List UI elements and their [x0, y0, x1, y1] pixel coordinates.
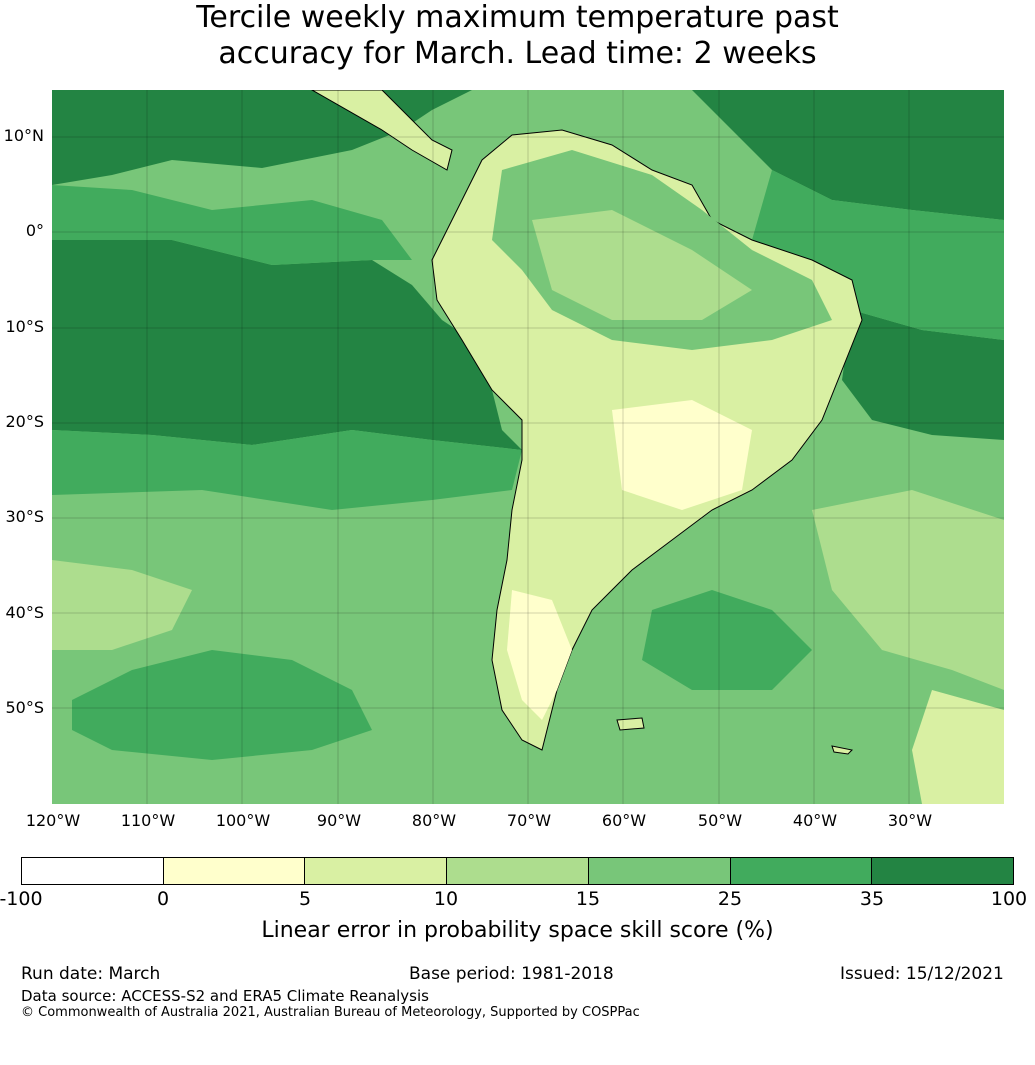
- skill-region-high-brazil: [612, 400, 752, 510]
- lat-label: 10°S: [5, 317, 44, 336]
- colorbar-label: Linear error in probability space skill …: [261, 918, 774, 943]
- lat-label: 0°: [25, 221, 44, 240]
- lat-label: 40°S: [5, 603, 44, 622]
- colorbar-tick-label: 25: [717, 888, 743, 910]
- graticule: [52, 90, 1004, 804]
- skill-region-mid-atlantic: [752, 170, 1004, 340]
- skill-region-patagonia: [507, 590, 572, 720]
- lon-label: 30°W: [887, 811, 933, 830]
- colorbar-segment: [588, 858, 731, 884]
- lon-label: 90°W: [316, 811, 362, 830]
- skill-region-southwest-pacific: [72, 650, 372, 760]
- colorbar-segment: [22, 858, 164, 884]
- map-panel: [52, 90, 1004, 804]
- lat-label: 50°S: [5, 698, 44, 717]
- south-georgia: [831, 745, 854, 755]
- skill-region-light-southeast: [812, 490, 1004, 690]
- colorbar: [21, 857, 1014, 885]
- skill-region-dark-pacific-south: [52, 240, 522, 450]
- copyright: © Commonwealth of Australia 2021, Austra…: [21, 1005, 640, 1020]
- falkland-islands: [616, 717, 645, 731]
- colorbar-segment: [447, 858, 589, 884]
- base-period: Base period: 1981-2018: [409, 964, 614, 984]
- skill-region-pale-southeast: [912, 690, 1004, 804]
- central-america-land: [310, 90, 453, 171]
- run-date: Run date: March: [21, 964, 161, 984]
- colorbar-tick-label: 100: [990, 888, 1028, 910]
- colorbar-segment: [730, 858, 873, 884]
- chart-title-line-2: accuracy for March. Lead time: 2 weeks: [218, 36, 817, 71]
- colorbar-tick-label: 35: [859, 888, 885, 910]
- lat-label: 10°N: [3, 126, 44, 145]
- colorbar-segment: [305, 858, 448, 884]
- colorbar-segment: [163, 858, 306, 884]
- colorbar-tick-label: 15: [575, 888, 601, 910]
- colorbar-tick-label: -100: [0, 888, 43, 910]
- chart-title-line-1: Tercile weekly maximum temperature past: [196, 0, 839, 35]
- lon-label: 60°W: [601, 811, 647, 830]
- skill-region-dark-atlantic-south: [842, 310, 1004, 440]
- lon-label: 100°W: [215, 811, 271, 830]
- lat-label: 20°S: [5, 412, 44, 431]
- data-source: Data source: ACCESS-S2 and ERA5 Climate …: [21, 987, 429, 1005]
- issued-date: Issued: 15/12/2021: [840, 964, 1004, 984]
- colorbar-tick-label: 10: [433, 888, 459, 910]
- skill-region-dark-atlantic-north: [692, 90, 1004, 220]
- lon-label: 40°W: [792, 811, 838, 830]
- colorbar-tick-label: 5: [298, 888, 312, 910]
- lon-label: 50°W: [697, 811, 743, 830]
- lon-label: 120°W: [25, 811, 81, 830]
- skill-region-amazon-light: [532, 210, 752, 320]
- colorbar-tick-label: 0: [156, 888, 170, 910]
- lon-label: 110°W: [120, 811, 176, 830]
- lon-label: 70°W: [506, 811, 552, 830]
- skill-region-mid-southpacific: [52, 430, 522, 510]
- skill-region-light-pacific: [52, 560, 192, 650]
- skill-region-southwest-atlantic: [642, 590, 812, 690]
- skill-region-mid-pacific: [52, 185, 412, 265]
- lat-label: 30°S: [5, 507, 44, 526]
- lon-label: 80°W: [411, 811, 457, 830]
- colorbar-segment: [872, 858, 1014, 884]
